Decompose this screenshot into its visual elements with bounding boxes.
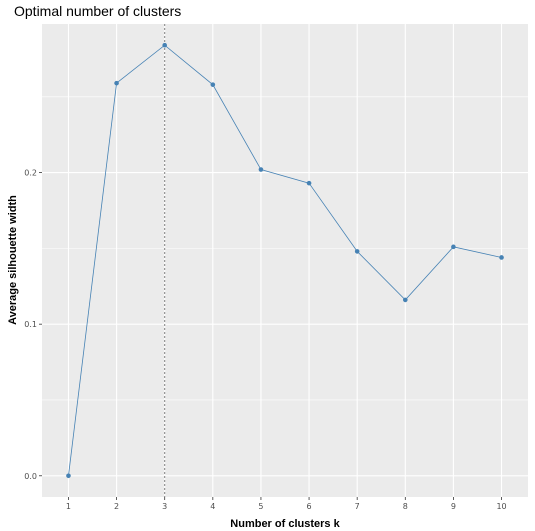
data-points bbox=[66, 42, 504, 479]
x-tick-label: 3 bbox=[162, 502, 167, 511]
x-tick-label: 10 bbox=[496, 502, 506, 511]
grid-major bbox=[42, 24, 528, 497]
plot-panel bbox=[42, 24, 528, 497]
data-point bbox=[451, 244, 456, 250]
data-point bbox=[66, 473, 71, 479]
y-tick-label: 0.2 bbox=[24, 169, 37, 178]
x-tick-label: 2 bbox=[114, 502, 119, 511]
data-point bbox=[162, 42, 168, 48]
y-tick-label: 0.0 bbox=[24, 472, 37, 481]
x-tick-label: 1 bbox=[66, 502, 71, 511]
x-tick-label: 8 bbox=[403, 502, 408, 511]
data-point bbox=[402, 297, 408, 303]
data-point bbox=[210, 82, 216, 87]
chart-title: Optimal number of clusters bbox=[14, 3, 181, 19]
x-tick-label: 9 bbox=[451, 502, 456, 511]
y-axis-label: Average silhouette width bbox=[7, 195, 19, 325]
x-tick-label: 7 bbox=[355, 502, 360, 511]
series-line bbox=[68, 44, 502, 476]
x-axis-ticks: 1 2 3 4 5 6 7 8 9 10 bbox=[66, 497, 507, 511]
x-tick-label: 4 bbox=[210, 502, 215, 511]
x-tick-label: 5 bbox=[258, 502, 263, 511]
y-tick-label: 0.1 bbox=[24, 320, 37, 329]
x-axis-label: Number of clusters k bbox=[230, 518, 340, 530]
data-point bbox=[258, 167, 264, 172]
data-point bbox=[114, 80, 119, 86]
grid-minor bbox=[42, 96, 528, 401]
data-point bbox=[354, 249, 360, 254]
y-axis-ticks: 0.0 0.1 0.2 bbox=[24, 169, 42, 481]
data-point bbox=[306, 180, 312, 186]
x-tick-label: 6 bbox=[307, 502, 312, 511]
data-point bbox=[499, 255, 504, 260]
